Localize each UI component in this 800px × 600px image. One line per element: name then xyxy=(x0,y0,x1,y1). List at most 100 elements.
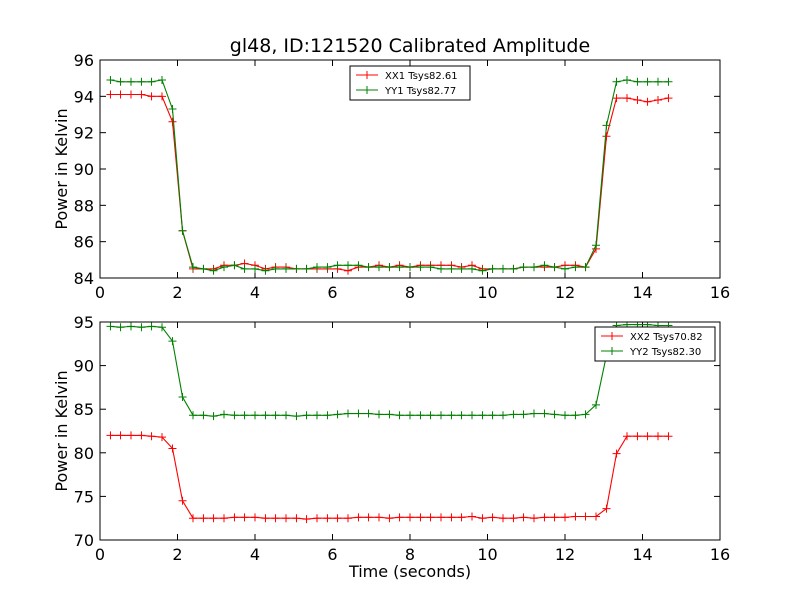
data-point xyxy=(106,431,115,440)
data-point xyxy=(251,264,259,273)
data-point xyxy=(571,411,580,420)
data-point xyxy=(282,411,290,420)
data-point xyxy=(385,263,394,272)
data-point xyxy=(302,264,311,273)
x-tick-label: 8 xyxy=(405,283,415,302)
data-point xyxy=(282,264,290,273)
data-point xyxy=(664,94,673,103)
data-point xyxy=(158,75,166,84)
data-point xyxy=(581,410,590,419)
data-point xyxy=(406,411,414,420)
data-point xyxy=(375,513,383,522)
data-point xyxy=(292,514,301,523)
data-point xyxy=(478,266,487,275)
legend-label: XX2 Tsys70.82 xyxy=(630,332,703,343)
data-point xyxy=(127,322,135,331)
data-point xyxy=(106,75,115,84)
legend-marker xyxy=(363,71,371,79)
data-point xyxy=(230,411,239,420)
data-point xyxy=(106,90,115,99)
data-point xyxy=(364,409,373,418)
data-point xyxy=(602,132,611,141)
data-point xyxy=(385,514,394,523)
data-point xyxy=(385,410,394,419)
data-point xyxy=(509,514,518,523)
data-point xyxy=(643,97,652,106)
data-point xyxy=(468,512,476,521)
plot-area xyxy=(106,322,673,524)
x-axis-label: Time (seconds) xyxy=(348,562,471,581)
data-point xyxy=(437,513,445,522)
data-point xyxy=(561,513,569,522)
y-tick-label: 85 xyxy=(74,400,94,419)
data-point xyxy=(581,512,590,521)
data-point xyxy=(592,400,600,409)
y-axis-label: Power in Kelvin xyxy=(52,108,71,229)
data-point xyxy=(354,513,363,522)
data-point xyxy=(137,431,146,440)
upper-panel: 0 2 4 6 8 10 12 14 16 84 86 88 90 92 94 96 Power in Kelv… xyxy=(52,51,730,302)
axes-frame xyxy=(99,321,721,541)
data-point xyxy=(530,514,538,523)
data-point xyxy=(333,261,342,270)
data-point xyxy=(530,409,538,418)
data-point xyxy=(509,264,518,273)
x-tick-label: 10 xyxy=(477,545,497,564)
data-point xyxy=(499,514,507,523)
data-point xyxy=(406,263,414,272)
x-tick-label: 16 xyxy=(710,545,730,564)
data-point xyxy=(168,117,177,126)
data-point xyxy=(395,263,404,272)
data-point xyxy=(623,75,631,84)
y-tick-label: 88 xyxy=(74,196,94,215)
data-point xyxy=(168,444,177,453)
data-point xyxy=(612,449,621,458)
data-point xyxy=(664,77,673,86)
data-point xyxy=(416,411,425,420)
data-point xyxy=(333,410,342,419)
data-point xyxy=(550,410,559,419)
data-point xyxy=(220,514,228,523)
data-point xyxy=(375,410,383,419)
data-point xyxy=(457,513,466,522)
y-tick-label: 96 xyxy=(74,51,94,70)
data-point xyxy=(375,263,383,272)
data-point xyxy=(602,121,611,130)
x-tick-label: 6 xyxy=(327,545,337,564)
data-point xyxy=(426,411,435,420)
data-point xyxy=(499,411,507,420)
y-tick-label: 95 xyxy=(74,313,94,332)
data-point xyxy=(457,264,466,273)
data-point xyxy=(623,432,631,441)
data-point xyxy=(488,513,497,522)
data-point xyxy=(127,77,135,86)
x-tick-label: 4 xyxy=(250,283,260,302)
data-point xyxy=(364,513,373,522)
y-tick-label: 70 xyxy=(74,531,94,550)
data-point xyxy=(550,263,559,272)
data-point xyxy=(116,90,125,99)
data-point xyxy=(323,514,332,523)
legend-box xyxy=(349,65,471,101)
data-point xyxy=(561,264,569,273)
data-point xyxy=(612,94,621,103)
data-point xyxy=(654,432,662,441)
data-point xyxy=(468,264,476,273)
legend: XX2 Tsys70.82 YY2 Tsys82.30 xyxy=(594,326,716,362)
data-point xyxy=(437,411,445,420)
x-tick-label: 14 xyxy=(632,545,652,564)
x-tick-label: 14 xyxy=(632,283,652,302)
data-point xyxy=(571,512,580,521)
data-point xyxy=(209,412,218,421)
data-point xyxy=(571,263,580,272)
legend-marker xyxy=(363,86,371,94)
data-point xyxy=(344,261,352,270)
y-tick-label: 86 xyxy=(74,233,94,252)
data-point xyxy=(323,411,332,420)
axes-frame xyxy=(99,59,721,279)
data-point xyxy=(519,263,528,272)
data-point xyxy=(633,77,642,86)
series-2 xyxy=(106,322,673,421)
data-point xyxy=(220,410,228,419)
